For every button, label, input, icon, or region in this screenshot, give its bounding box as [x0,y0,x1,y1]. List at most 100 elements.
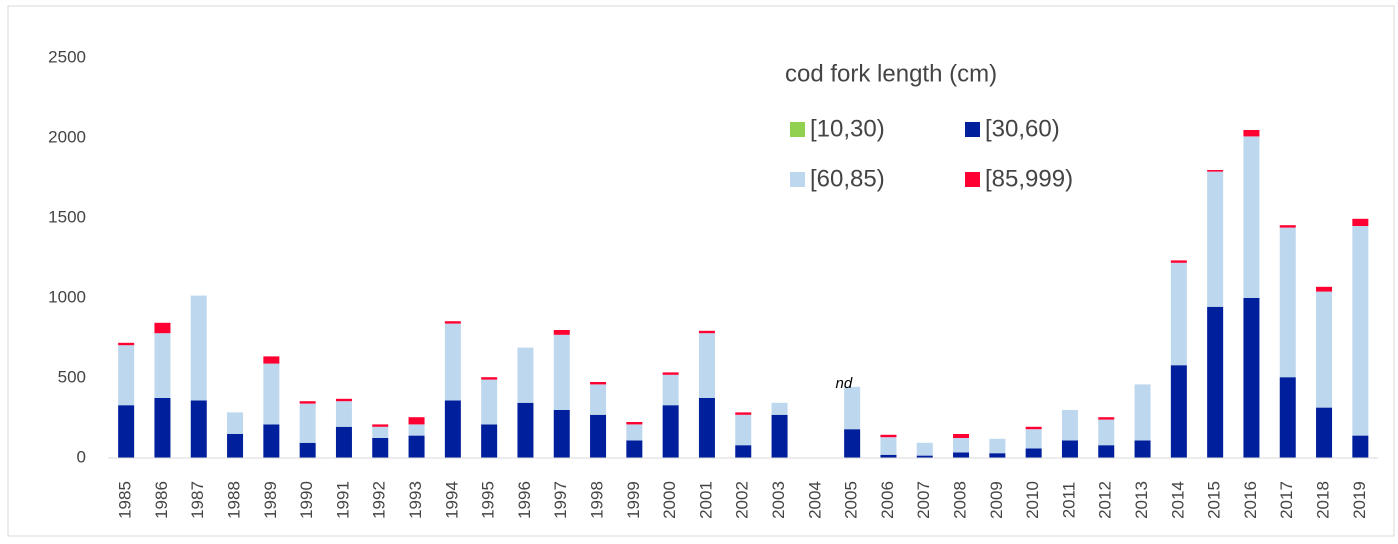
x-tick-label: 2007 [914,481,933,519]
bar-segment [590,384,607,415]
bar-segment [1134,384,1151,441]
bar-segment [844,386,861,430]
bar-segment [880,437,897,455]
bar-segment [1025,429,1042,449]
bar-segment [1025,448,1042,458]
bar-segment [1243,298,1260,458]
x-tick-label: 2006 [878,481,897,519]
legend-swatch [965,122,980,137]
x-tick-label: 2010 [1023,481,1042,519]
x-tick-label: 1991 [333,481,352,519]
legend-label: [30,60) [985,115,1060,142]
y-tick-label: 2500 [48,47,86,66]
legend-title: cod fork length (cm) [785,60,997,87]
bar-segment [1207,170,1224,172]
bar-segment [626,440,643,458]
legend-swatch [790,172,805,187]
x-tick-label: 2004 [805,481,824,519]
x-tick-label: 2009 [987,481,1006,519]
x-tick-label: 2017 [1277,481,1296,519]
x-tick-label: 2000 [660,481,679,519]
bar-segment [916,455,933,458]
x-tick-label: 2002 [733,481,752,519]
x-tick-label: 1994 [442,481,461,519]
bar-segment [481,424,498,458]
bar-segment [299,403,316,443]
bar-segment [553,334,570,410]
bar-segment [735,445,752,458]
x-tick-label: 1995 [479,481,498,519]
x-tick-label: 1996 [515,481,534,519]
bar-segment [1243,136,1260,298]
bar-segment [698,333,715,398]
bar-segment [1279,377,1296,458]
bar-segment [1061,440,1078,458]
x-tick-label: 1987 [188,481,207,519]
bar-segment [662,405,679,458]
y-tick-label: 2000 [48,127,86,146]
bar-segment [1098,417,1115,420]
bar-segment [118,405,135,458]
bar-segment [1025,426,1042,430]
legend-swatch [965,172,980,187]
bar-segment [408,435,425,458]
bar-segment [880,434,897,438]
bar-segment [227,434,244,458]
bar-segment [517,402,534,458]
y-tick-label: 1500 [48,207,86,226]
bar-segment [989,438,1006,454]
chart-border [7,5,1395,537]
bar-segment [1061,410,1078,441]
bar-segment [1170,365,1187,458]
bar-segment [299,401,316,404]
bar-segment [1316,291,1333,408]
bar-segment [408,424,425,436]
legend-label: [10,30) [810,115,885,142]
x-tick-label: 1999 [624,481,643,519]
bar-segment [190,400,207,458]
bar-segment [372,424,389,427]
bar-segment [771,402,788,415]
x-tick-label: 2003 [769,481,788,519]
bar-segment [335,398,352,402]
y-tick-label: 0 [77,447,86,466]
x-tick-label: 1988 [225,481,244,519]
bar-segment [662,372,679,375]
bar-segment [553,410,570,458]
bar-segment [227,412,244,434]
annotation: nd [836,375,853,392]
bar-segment [1170,260,1187,263]
x-tick-label: 1993 [406,481,425,519]
x-tick-label: 2005 [842,481,861,519]
bar-segment [335,426,352,458]
bar-segment [299,442,316,458]
bar-segment [1207,171,1224,307]
bar-segment [953,452,970,458]
y-tick-label: 500 [58,367,86,386]
x-tick-label: 1986 [152,481,171,519]
bar-segment [408,417,425,425]
bar-segment [1170,262,1187,366]
bar-segment [444,323,461,401]
legend-label: [60,85) [810,165,885,192]
x-tick-label: 2016 [1241,481,1260,519]
x-tick-label: 1990 [297,481,316,519]
bar-segment [698,330,715,334]
bar-segment [1098,419,1115,446]
bar-segment [771,414,788,458]
bar-segment [1207,306,1224,458]
bar-segment [590,414,607,458]
bar-segment [444,321,461,324]
bar-segment [481,377,498,380]
bar-segment [1134,440,1151,458]
bar-segment [1352,435,1369,458]
y-tick-label: 1000 [48,287,86,306]
bar-segment [953,438,970,453]
bar-segment [953,434,970,438]
bar-segment [154,398,171,458]
bar-segment [698,398,715,458]
x-tick-label: 2014 [1168,481,1187,519]
bar-segment [1316,286,1333,292]
x-tick-label: 1997 [551,481,570,519]
